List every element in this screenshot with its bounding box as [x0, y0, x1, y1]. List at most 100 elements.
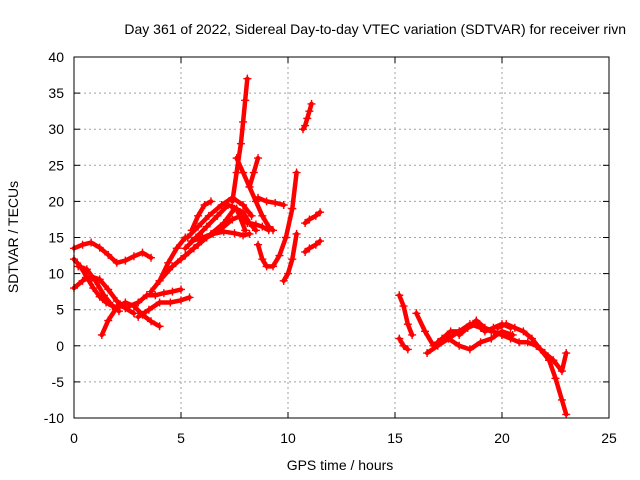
data-point: [316, 237, 325, 246]
data-point: [241, 96, 250, 105]
data-point: [78, 276, 87, 285]
data-point: [311, 211, 320, 220]
data-point: [395, 291, 404, 300]
data-point: [78, 240, 87, 249]
data-point: [480, 323, 489, 332]
data-point: [532, 341, 541, 350]
data-point: [506, 334, 515, 343]
data-point: [465, 345, 474, 354]
data-point: [403, 345, 412, 354]
data-point: [557, 395, 566, 404]
data-point: [209, 229, 218, 238]
series-line: [255, 195, 286, 208]
data-point: [510, 323, 519, 332]
data-point: [498, 330, 506, 339]
data-point: [279, 276, 288, 285]
data-point: [228, 215, 237, 224]
data-point: [200, 201, 209, 210]
y-tick-label: 5: [56, 302, 64, 318]
data-point: [129, 309, 138, 318]
data-point: [172, 244, 181, 253]
y-tick-label: 40: [48, 49, 64, 65]
series-arc-12: [183, 193, 256, 242]
data-point: [489, 327, 498, 336]
series-arc-13: [187, 227, 254, 246]
y-tick-label: 25: [48, 157, 64, 173]
series-arc-21: [279, 229, 301, 285]
series-line: [397, 293, 415, 338]
data-point: [183, 233, 192, 242]
y-tick-label: 10: [48, 266, 64, 282]
series-arc-6: [134, 293, 194, 321]
series-arc-24: [301, 237, 325, 256]
data-point: [155, 322, 164, 331]
data-point: [305, 107, 314, 116]
data-point: [99, 291, 108, 300]
data-point: [147, 287, 156, 296]
data-point: [444, 334, 453, 343]
data-point: [219, 227, 228, 236]
series-arc-25: [395, 291, 417, 339]
data-point: [104, 250, 113, 259]
data-point: [147, 317, 156, 326]
series-arc-31: [498, 330, 571, 376]
data-point: [74, 262, 83, 271]
data-point: [202, 222, 211, 231]
data-point: [97, 330, 106, 339]
data-point: [284, 269, 292, 278]
data-point: [217, 201, 226, 210]
data-point: [279, 201, 288, 210]
data-point: [166, 298, 175, 307]
data-point: [288, 204, 297, 213]
series-arc-8: [147, 233, 190, 296]
data-point: [493, 323, 502, 332]
data-point: [206, 197, 215, 206]
data-point: [551, 374, 560, 383]
data-point: [254, 154, 263, 163]
data-point: [562, 410, 571, 419]
data-point: [303, 114, 312, 123]
data-point: [243, 74, 252, 83]
x-tick-label: 25: [601, 430, 617, 446]
data-point: [311, 240, 320, 249]
data-point: [562, 349, 571, 358]
series-arc-32: [455, 316, 506, 339]
data-point: [134, 298, 143, 307]
data-point: [395, 334, 404, 343]
data-point: [258, 211, 267, 220]
series-arc-22: [298, 99, 316, 134]
data-point: [399, 302, 408, 311]
series-line: [302, 209, 323, 226]
x-tick-label: 0: [70, 430, 78, 446]
data-point: [155, 298, 164, 307]
data-point: [292, 229, 301, 238]
data-point: [523, 338, 532, 347]
series-arc-1: [70, 238, 156, 267]
data-point: [281, 233, 290, 242]
series-arc-26: [395, 334, 412, 354]
data-point: [87, 238, 96, 247]
x-tick-label: 10: [280, 430, 296, 446]
data-point: [147, 253, 156, 262]
data-point: [177, 255, 185, 264]
data-point: [316, 208, 325, 217]
series-arc-19: [245, 219, 273, 235]
y-axis-label: SDTVAR / TECUs: [5, 181, 21, 293]
series-arc-15: [228, 74, 252, 206]
series-arc-29: [433, 327, 517, 354]
data-point: [245, 219, 254, 228]
data-point: [185, 293, 194, 302]
data-point: [239, 117, 248, 126]
data-point: [399, 341, 408, 350]
data-point: [230, 229, 239, 238]
data-point: [412, 309, 421, 318]
y-tick-label: 20: [48, 193, 64, 209]
data-point: [232, 154, 241, 163]
series-arc-14: [187, 197, 215, 235]
data-point: [181, 244, 190, 253]
data-point: [247, 211, 256, 220]
y-tick-label: 30: [48, 121, 64, 137]
data-point: [228, 197, 237, 206]
